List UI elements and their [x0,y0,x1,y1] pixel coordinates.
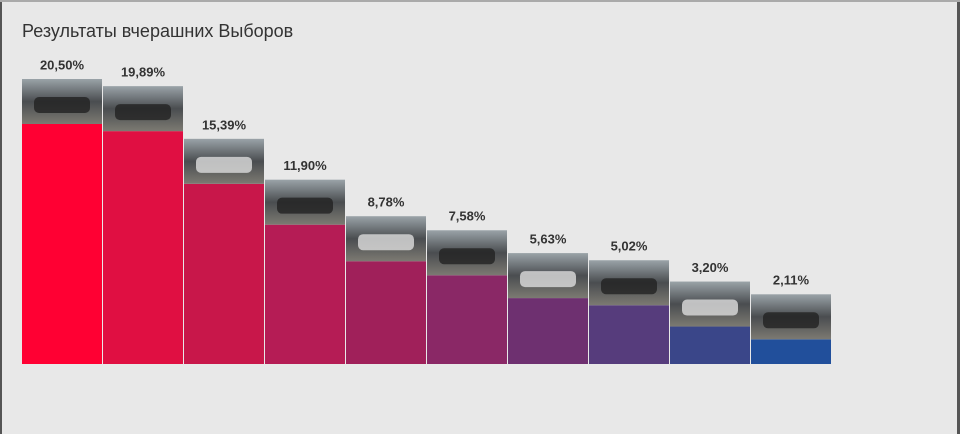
photo-car [196,156,252,173]
photo-car [439,248,495,265]
photo-car [358,234,414,251]
bar [346,261,426,364]
left-edge [0,0,2,434]
value-label: 3,20% [692,260,729,275]
photo-car [277,197,333,214]
bar [751,339,831,364]
bar [427,275,507,364]
value-label: 8,78% [368,195,405,210]
right-edge [957,0,960,434]
value-label: 11,90% [283,158,327,173]
bar [265,224,345,364]
bar [103,131,183,364]
photo-car [520,271,576,288]
value-label: 20,50% [40,57,85,72]
value-label: 5,63% [530,232,567,247]
photo-car [682,299,738,316]
bar [22,124,102,364]
chart-title: Результаты вчерашних Выборов [22,21,293,41]
photo-car [115,104,171,121]
value-label: 15,39% [202,117,247,132]
value-label: 2,11% [773,273,810,288]
bar [184,183,264,364]
bar [508,298,588,364]
value-label: 5,02% [611,239,648,254]
photo-car [601,278,657,295]
bar [670,326,750,364]
bar [589,305,669,364]
value-label: 7,58% [449,209,486,224]
photo-car [763,312,819,329]
value-label: 19,89% [121,65,166,80]
photo-car [34,97,90,113]
